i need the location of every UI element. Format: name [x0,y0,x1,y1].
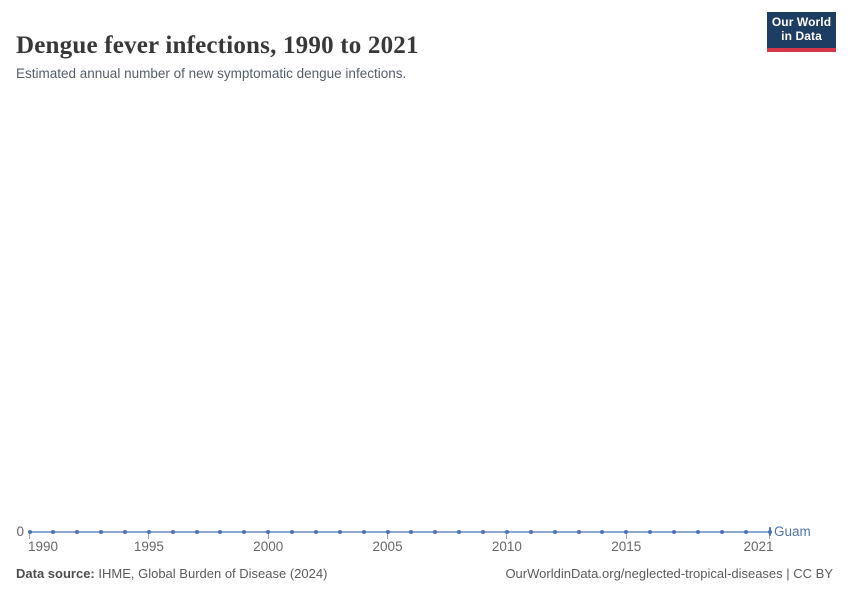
page-title: Dengue fever infections, 1990 to 2021 [16,31,419,59]
data-point[interactable] [719,529,724,534]
data-point[interactable] [743,529,748,534]
data-point[interactable] [600,529,605,534]
data-source-value[interactable]: IHME, Global Burden of Disease (2024) [98,566,328,581]
data-point[interactable] [75,529,80,534]
data-point[interactable] [695,529,700,534]
data-source-label: Data source: [16,566,95,581]
chart-line-guam[interactable] [29,530,770,533]
owid-logo-line2: in Data [781,29,822,43]
x-axis-tick [506,533,508,539]
data-point[interactable] [122,529,127,534]
data-point[interactable] [99,529,104,534]
data-point[interactable] [481,529,486,534]
x-axis-tick [267,533,269,539]
x-axis-tick-label: 2015 [611,539,642,554]
x-axis-tick-label: 2005 [372,539,403,554]
data-point[interactable] [552,529,557,534]
attribution-link[interactable]: OurWorldinData.org/neglected-tropical-di… [505,566,833,581]
data-point[interactable] [218,529,223,534]
y-axis-zero-label: 0 [16,523,24,539]
data-point[interactable] [194,529,199,534]
x-axis-tick [29,533,30,539]
owid-logo-line1: Our World [771,15,832,30]
data-point[interactable] [51,529,56,534]
data-point[interactable] [528,529,533,534]
data-point[interactable] [433,529,438,534]
data-point[interactable] [170,529,175,534]
owid-logo[interactable]: Our World in Data [767,12,836,52]
x-axis-tick-label: 2010 [491,539,522,554]
data-point[interactable] [337,529,342,534]
data-point[interactable] [266,529,271,534]
data-point[interactable] [457,529,462,534]
x-axis-tick-label: 1995 [133,539,164,554]
data-point[interactable] [648,529,653,534]
data-point[interactable] [385,529,390,534]
data-point[interactable] [313,529,318,534]
chart-subtitle: Estimated annual number of new symptomat… [16,65,407,81]
data-point[interactable] [361,529,366,534]
data-point[interactable] [146,529,151,534]
data-point[interactable] [409,529,414,534]
x-axis-tick [148,533,150,539]
data-point[interactable] [576,529,581,534]
chart-footer: Data source: IHME, Global Burden of Dise… [16,566,833,581]
x-axis-tick-label: 2000 [253,539,284,554]
data-source-text: Data source: IHME, Global Burden of Dise… [16,566,327,581]
x-axis-tick [625,533,627,539]
data-point[interactable] [27,529,32,534]
data-point[interactable] [624,529,629,534]
data-point[interactable] [290,529,295,534]
data-point[interactable] [672,529,677,534]
x-axis-tick [387,533,389,539]
data-point[interactable] [242,529,247,534]
line-end-marker [768,527,771,536]
x-axis-tick-label: 2021 [743,539,774,554]
x-axis-tick-label: 1990 [28,539,59,554]
x-axis-tick [769,533,770,539]
data-point[interactable] [504,529,509,534]
series-label-guam[interactable]: Guam [774,523,811,539]
